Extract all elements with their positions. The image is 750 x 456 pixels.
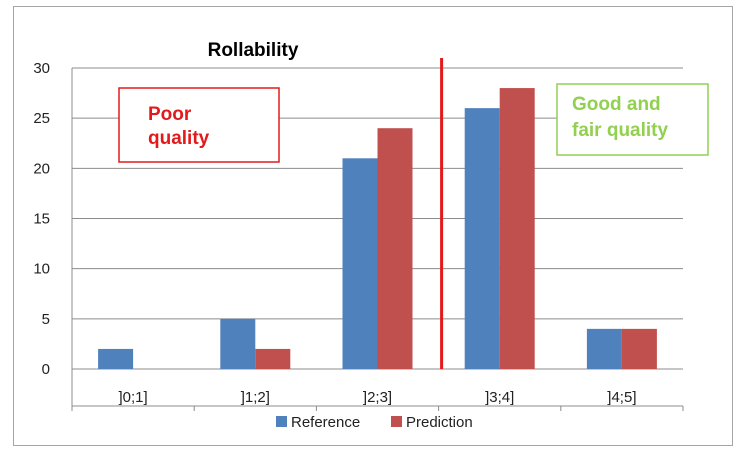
legend-label: Reference bbox=[291, 414, 360, 431]
annotation-text: Good and bbox=[572, 94, 661, 115]
bar-prediction bbox=[377, 128, 413, 369]
x-category-label: ]1;2] bbox=[241, 389, 270, 406]
legend: Reference Prediction bbox=[276, 414, 473, 431]
legend-swatch bbox=[391, 416, 402, 427]
annotation-box bbox=[118, 87, 280, 163]
bar-prediction bbox=[255, 348, 291, 369]
bar-reference bbox=[220, 318, 256, 369]
bar-prediction bbox=[499, 88, 535, 370]
annotations: Poor quality Good and fair quality bbox=[118, 83, 709, 163]
bar-prediction bbox=[621, 328, 657, 369]
legend-swatch bbox=[276, 416, 287, 427]
legend-label: Prediction bbox=[406, 414, 473, 431]
x-axis-labels: ]0;1] ]1;2] ]2;3] ]3;4] ]4;5] bbox=[119, 389, 637, 406]
annotation-box bbox=[556, 83, 709, 156]
y-tick-label: 5 bbox=[42, 311, 50, 328]
bar-reference bbox=[464, 108, 500, 369]
annotation-text: quality bbox=[148, 128, 210, 149]
y-tick-label: 20 bbox=[33, 160, 50, 177]
x-category-label: ]3;4] bbox=[485, 389, 514, 406]
bar-reference bbox=[342, 158, 378, 369]
annotation-text: fair quality bbox=[572, 120, 669, 141]
y-tick-label: 10 bbox=[33, 261, 50, 278]
x-category-label: ]2;3] bbox=[363, 389, 392, 406]
y-tick-label: 15 bbox=[33, 211, 50, 228]
y-tick-label: 25 bbox=[33, 110, 50, 127]
bar-reference bbox=[586, 328, 622, 369]
y-tick-label: 30 bbox=[33, 60, 50, 77]
bar-reference bbox=[98, 348, 134, 369]
y-tick-label: 0 bbox=[42, 361, 50, 378]
x-category-label: ]4;5] bbox=[607, 389, 636, 406]
chart-title: Rollability bbox=[208, 40, 299, 61]
annotation-text: Poor bbox=[148, 104, 192, 125]
x-category-label: ]0;1] bbox=[119, 389, 148, 406]
bars bbox=[98, 88, 657, 370]
y-axis-ticks: 0 5 10 15 20 25 30 bbox=[33, 60, 50, 378]
